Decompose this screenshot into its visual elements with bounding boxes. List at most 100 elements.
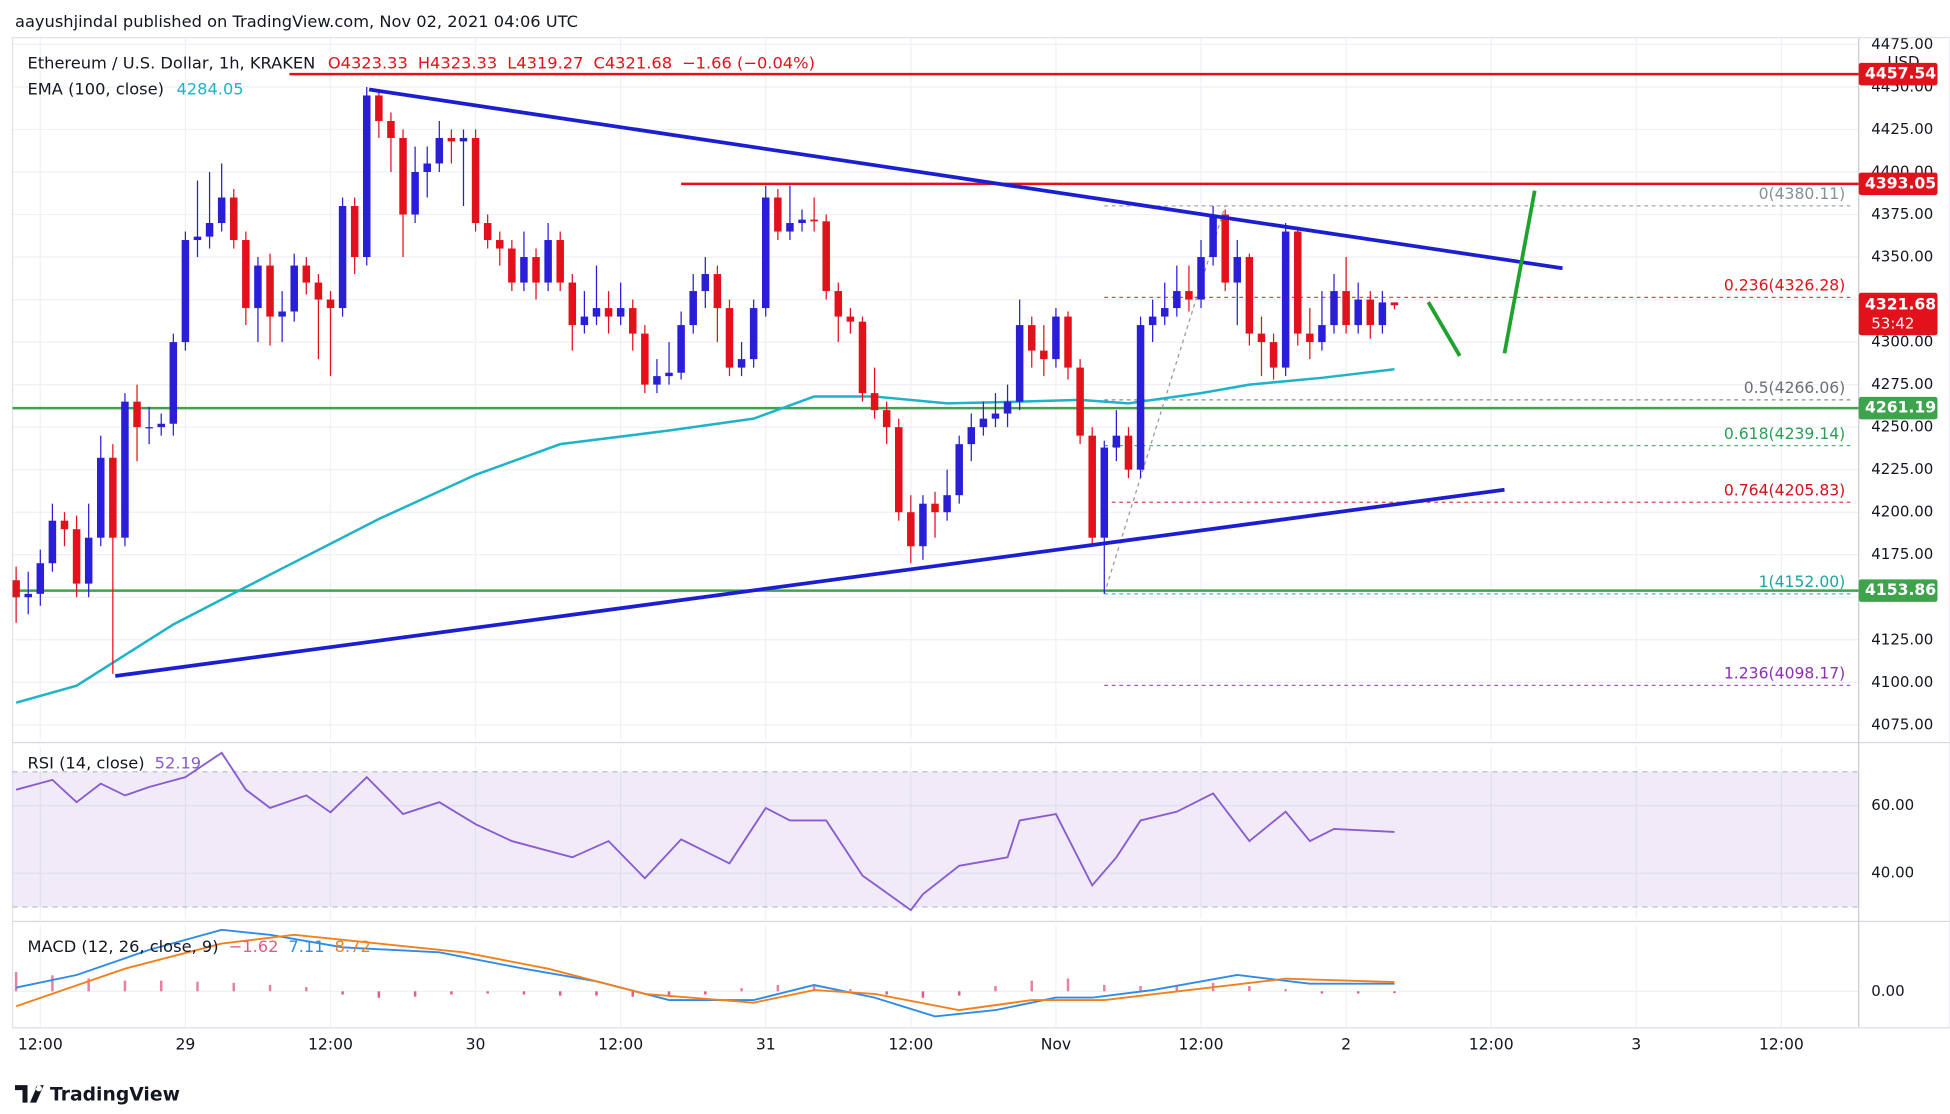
candle-body xyxy=(326,299,335,309)
macd-legend-value: 7.11 xyxy=(288,937,324,956)
ohlc-legend: O4323.33 xyxy=(328,53,408,72)
fib-label: 1(4152.00) xyxy=(1759,573,1846,591)
trendline xyxy=(368,87,1563,271)
logo-mark xyxy=(15,1085,44,1103)
rsi-band xyxy=(12,771,1859,908)
candle-body xyxy=(907,512,915,547)
candle-body xyxy=(858,321,867,394)
price-tag xyxy=(1858,396,1938,420)
histogram-bar xyxy=(740,988,743,992)
y-tick-label: 40.00 xyxy=(1871,864,1914,882)
candle-body xyxy=(604,308,613,317)
candle-body xyxy=(955,444,963,496)
candle-body xyxy=(1100,447,1109,538)
candle-body xyxy=(1088,435,1096,538)
y-tick-label: 4275.00 xyxy=(1871,375,1933,393)
y-tick-label: 4375.00 xyxy=(1871,205,1933,223)
candle-body xyxy=(1245,257,1254,334)
macd-line xyxy=(15,933,1395,1012)
histogram-bar xyxy=(558,991,562,996)
y-tick-label: 4200.00 xyxy=(1871,503,1933,521)
candle-body xyxy=(290,265,298,312)
candle-body xyxy=(919,503,927,547)
candle-body xyxy=(242,240,250,309)
candle-body xyxy=(1160,308,1169,317)
histogram-bar xyxy=(1356,991,1360,994)
macd-line xyxy=(15,928,1395,1018)
histogram-bar xyxy=(232,982,236,992)
histogram-bar xyxy=(1103,984,1106,992)
candle-body xyxy=(943,495,951,513)
candle-body xyxy=(508,248,516,283)
last-price-label: 4321.68 xyxy=(1865,296,1936,314)
chart-border xyxy=(11,37,1950,1029)
candle-body xyxy=(217,197,226,224)
price-tag xyxy=(1858,172,1938,196)
y-tick-label: 0.00 xyxy=(1871,982,1904,1000)
candle-body xyxy=(762,197,770,309)
histogram-bar xyxy=(1320,991,1324,994)
price-tag xyxy=(1858,62,1938,86)
candle-body xyxy=(991,413,1000,419)
ohlc-legend: −1.66 (−0.04%) xyxy=(682,53,815,72)
y-tick-label: 4425.00 xyxy=(1871,120,1933,138)
x-tick-label: 31 xyxy=(756,1036,776,1054)
candle-body xyxy=(1281,231,1290,368)
candle-body xyxy=(1366,299,1375,326)
candle-body xyxy=(1257,333,1266,343)
fib-label: 0.764(4205.83) xyxy=(1724,482,1845,500)
y-tick-label: 4250.00 xyxy=(1871,418,1933,436)
x-tick-label: 12:00 xyxy=(1179,1036,1224,1054)
histogram-bar xyxy=(268,984,272,992)
candle-body xyxy=(592,308,601,317)
histogram-bar xyxy=(595,991,598,996)
histogram-bar xyxy=(704,991,707,995)
footer-brand: TradingView xyxy=(50,1085,180,1106)
candle-body xyxy=(1148,316,1157,326)
x-tick-label: 12:00 xyxy=(1469,1036,1514,1054)
candle-body xyxy=(350,206,359,258)
trendline xyxy=(115,487,1505,678)
candle-body xyxy=(532,257,540,283)
histogram-bar xyxy=(377,991,381,998)
countdown-label: 53:42 xyxy=(1871,314,1914,332)
candle-body xyxy=(471,137,480,224)
candle-body xyxy=(810,219,818,222)
candle-body xyxy=(1306,333,1314,343)
fib-label: 0(4380.11) xyxy=(1759,185,1846,203)
candle-body xyxy=(749,308,758,360)
candle-body xyxy=(725,308,734,368)
candle-body xyxy=(375,95,383,121)
candle-body xyxy=(145,427,153,429)
x-tick-label: 2 xyxy=(1341,1036,1351,1054)
candle-body xyxy=(580,316,589,326)
candle-body xyxy=(1076,367,1084,436)
candle-body xyxy=(97,457,105,538)
candle-body xyxy=(1040,350,1048,360)
candle-body xyxy=(121,401,129,538)
y-tick-label: 4125.00 xyxy=(1871,630,1933,648)
candle-body xyxy=(1197,257,1205,300)
x-tick-label: 12:00 xyxy=(888,1036,933,1054)
candle-body xyxy=(205,223,214,237)
candle-body xyxy=(266,265,274,317)
ema-line xyxy=(15,367,1395,704)
histogram-bar xyxy=(1248,985,1251,992)
candle-body xyxy=(653,376,661,385)
candle-body xyxy=(1233,257,1242,283)
fib-label: 0.618(4239.14) xyxy=(1724,425,1845,443)
candle-body xyxy=(24,593,32,598)
histogram-bar xyxy=(849,989,852,992)
candle-body xyxy=(1269,342,1278,368)
candle-body xyxy=(544,240,552,283)
histogram-bar xyxy=(51,975,54,992)
projection-arrow xyxy=(1502,190,1537,354)
candle-body xyxy=(1015,325,1024,402)
y-tick-label: 4100.00 xyxy=(1871,673,1933,691)
fib-label: 1.236(4098.17) xyxy=(1724,665,1845,683)
ohlc-legend: L4319.27 xyxy=(507,53,583,72)
projection-arrow xyxy=(1426,301,1462,357)
candle-body xyxy=(616,308,625,317)
histogram-bar xyxy=(776,984,780,992)
